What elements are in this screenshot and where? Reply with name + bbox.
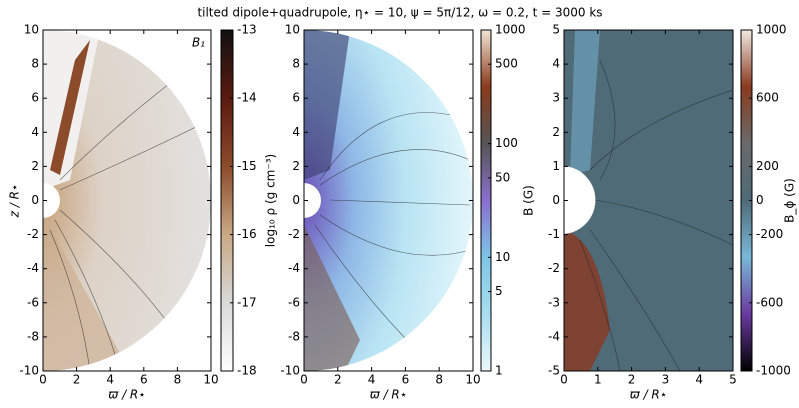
y-tick-label: 5 [552,23,560,37]
star [304,183,321,218]
y-tick-label: -10 [280,364,300,378]
colorbar-tick-label: -600 [756,295,783,309]
colorbar-tick-label: 500 [495,57,518,71]
x-tick-label: 0 [300,373,308,387]
colorbar-label: B_ϕ (G) [783,178,797,223]
colorbar-tick-label: 50 [495,170,510,184]
x-axis-label: ϖ / R⋆ [630,388,668,402]
colorbar-tick-label: -13 [237,23,257,37]
colorbar-tick-label: 10 [495,250,510,264]
y-tick-label: 10 [285,23,300,37]
y-tick-label: 1 [552,159,560,173]
y-tick-label: 4 [31,125,39,139]
colorbar-tick-label: 1000 [495,23,526,37]
y-tick-label: 10 [24,23,39,37]
y-tick-label: 4 [552,57,560,71]
x-tick-label: 2 [628,373,636,387]
star [43,183,60,218]
x-tick-label: 0 [560,373,568,387]
x-tick-label: 6 [140,373,148,387]
x-tick-label: 0 [39,373,47,387]
x-tick-label: 3 [662,373,670,387]
y-tick-label: 0 [31,193,39,207]
x-axis-label: ϖ / R⋆ [108,388,146,402]
colorbar-tick-label: 100 [495,136,518,150]
y-tick-label: -10 [19,364,39,378]
x-tick-label: 10 [203,373,218,387]
x-tick-label: 5 [729,373,737,387]
colorbar-tick-label: 200 [756,159,779,173]
y-tick-label: -6 [288,295,300,309]
colorbar-tick-label: -200 [756,227,783,241]
x-tick-label: 10 [465,373,480,387]
y-tick-label: -3 [548,295,560,309]
y-axis-label: z / R⋆ [8,184,22,219]
y-tick-label: -4 [548,329,560,343]
x-tick-label: 6 [402,373,410,387]
y-tick-label: 0 [552,193,560,207]
y-tick-label: 6 [292,91,300,105]
y-tick-label: -4 [27,261,39,275]
x-tick-label: 4 [695,373,703,387]
y-tick-label: 8 [292,57,300,71]
y-tick-label: 2 [292,159,300,173]
x-tick-label: 4 [368,373,376,387]
figure-title: tilted dipole+quadrupole, η⋆ = 10, ψ = 5… [197,6,602,20]
colorbar-tick-label: 600 [756,91,779,105]
colorbar-tick-label: -1000 [756,364,791,378]
y-tick-label: -6 [27,295,39,309]
y-tick-label: 8 [31,57,39,71]
colorbar-tick-label: 1000 [756,23,787,37]
y-tick-label: -5 [548,364,560,378]
y-tick-label: -8 [288,329,300,343]
y-tick-label: -1 [548,227,560,241]
x-tick-label: 4 [106,373,114,387]
colorbar-tick-label: 1 [495,364,503,378]
colorbar [480,29,492,372]
field-strength [304,30,474,371]
y-tick-label: 4 [292,125,300,139]
y-tick-label: 0 [292,193,300,207]
colorbar-tick-label: 5 [495,284,503,298]
y-tick-label: 6 [31,91,39,105]
annotation: B₁ [192,36,205,50]
colorbar-tick-label: -16 [237,227,257,241]
y-tick-label: 2 [552,125,560,139]
colorbar-tick-label: -14 [237,91,257,105]
x-axis-label: ϖ / R⋆ [370,388,408,402]
density-field [43,30,211,371]
colorbar-tick-label: -17 [237,295,257,309]
y-tick-label: -2 [288,227,300,241]
x-tick-label: 2 [73,373,81,387]
y-tick-label: -2 [548,261,560,275]
y-tick-label: 2 [31,159,39,173]
y-tick-label: -2 [27,227,39,241]
y-tick-label: 3 [552,91,560,105]
colorbar-label: B (G) [522,185,536,216]
colorbar [220,29,234,372]
x-tick-label: 8 [174,373,182,387]
x-tick-label: 8 [435,373,443,387]
y-tick-label: -4 [288,261,300,275]
colorbar-label: log₁₀ ρ (g cm⁻³) [264,154,278,247]
colorbar-tick-label: 0 [756,193,764,207]
x-tick-label: 1 [594,373,602,387]
y-tick-label: -8 [27,329,39,343]
colorbar-tick-label: -18 [237,364,257,378]
colorbar-tick-label: -15 [237,159,257,173]
star [564,166,596,234]
x-tick-label: 2 [334,373,342,387]
